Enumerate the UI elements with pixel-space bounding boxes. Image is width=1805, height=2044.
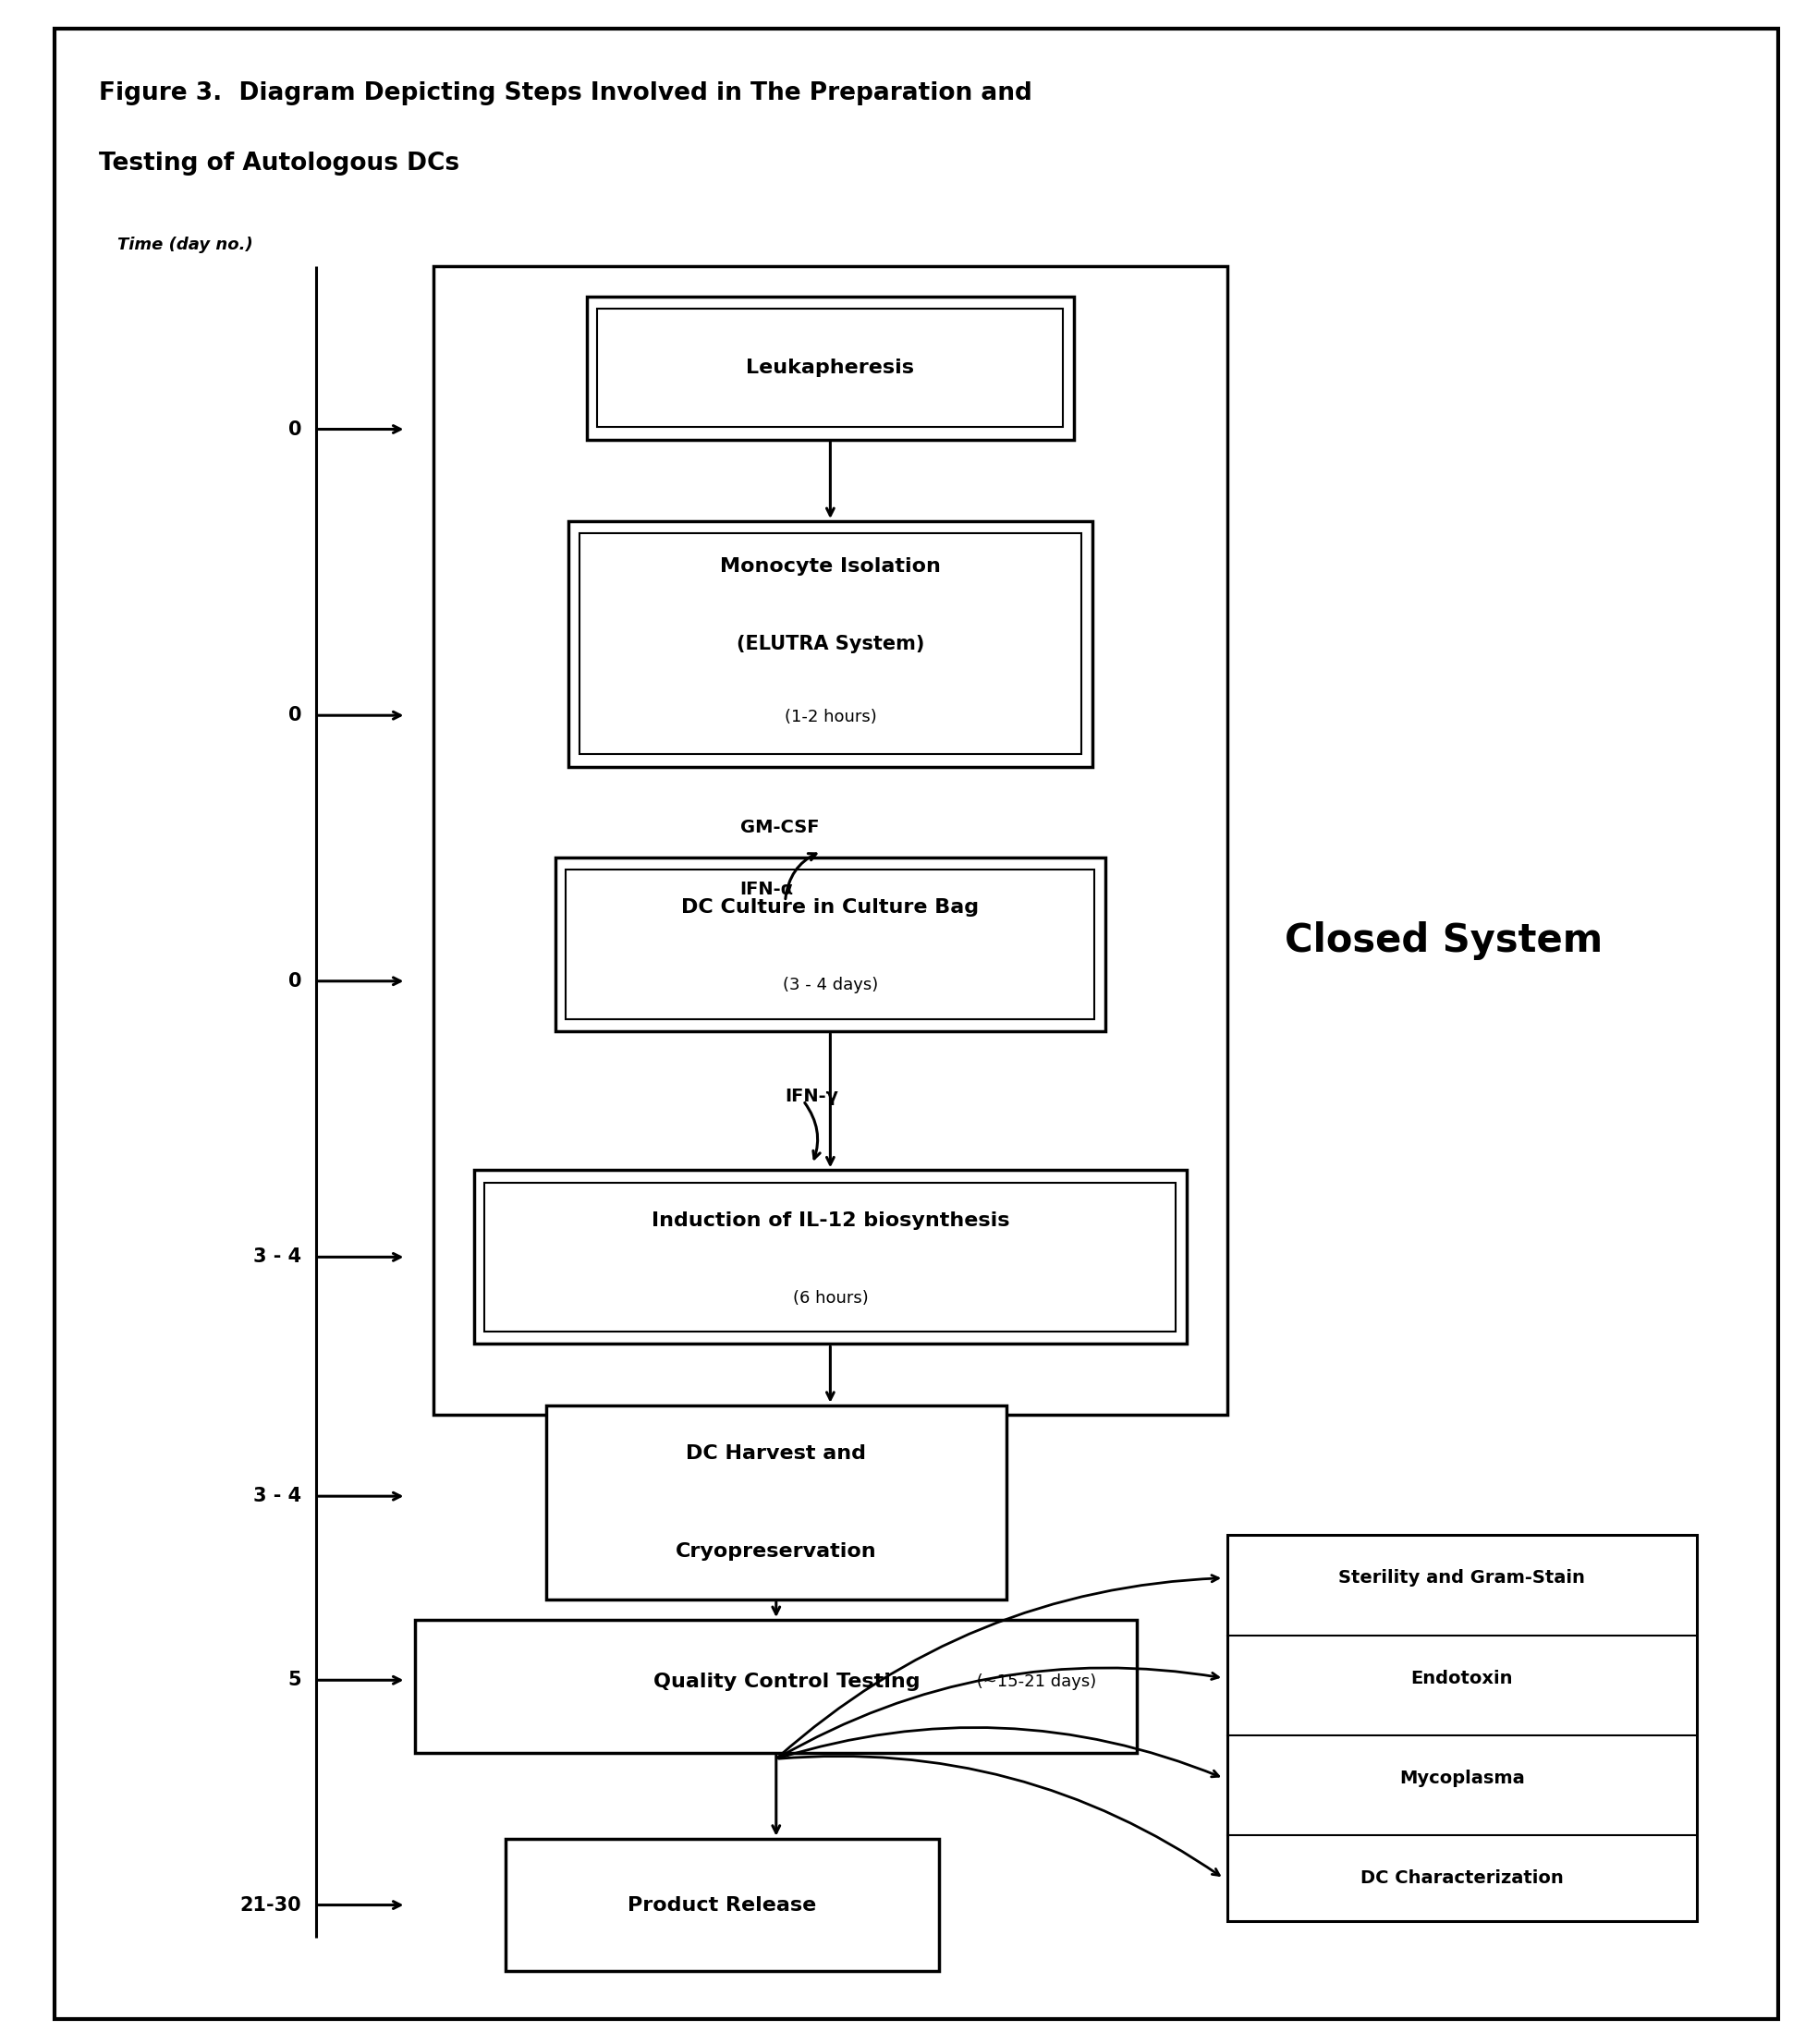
Text: Closed System: Closed System (1285, 922, 1603, 959)
Text: DC Harvest and: DC Harvest and (686, 1443, 866, 1464)
Text: (~15-21 days): (~15-21 days) (971, 1674, 1096, 1690)
Text: Mycoplasma: Mycoplasma (1399, 1770, 1525, 1786)
FancyArrowPatch shape (778, 1727, 1218, 1776)
Text: 3 - 4: 3 - 4 (253, 1247, 301, 1267)
Text: Cryopreservation: Cryopreservation (675, 1541, 877, 1562)
FancyBboxPatch shape (587, 296, 1074, 439)
FancyBboxPatch shape (473, 1169, 1188, 1345)
Text: Figure 3.  Diagram Depicting Steps Involved in The Preparation and: Figure 3. Diagram Depicting Steps Involv… (99, 82, 1032, 106)
FancyBboxPatch shape (556, 858, 1105, 1030)
Text: IFN-γ: IFN-γ (785, 1087, 839, 1106)
Text: Product Release: Product Release (628, 1895, 816, 1915)
Text: Quality Control Testing: Quality Control Testing (653, 1672, 921, 1692)
Text: DC Culture in Culture Bag: DC Culture in Culture Bag (682, 897, 978, 918)
Text: (ELUTRA System): (ELUTRA System) (736, 634, 924, 654)
Text: GM-CSF: GM-CSF (740, 820, 819, 836)
FancyBboxPatch shape (569, 521, 1092, 766)
FancyArrowPatch shape (785, 854, 816, 899)
Text: 21-30: 21-30 (240, 1895, 301, 1915)
FancyBboxPatch shape (579, 533, 1081, 754)
Text: Time (day no.): Time (day no.) (117, 237, 253, 253)
Text: 3 - 4: 3 - 4 (253, 1486, 301, 1506)
Text: Monocyte Isolation: Monocyte Isolation (720, 556, 940, 576)
Text: 0: 0 (289, 419, 301, 439)
FancyBboxPatch shape (505, 1840, 939, 1970)
FancyBboxPatch shape (415, 1619, 1137, 1754)
FancyBboxPatch shape (54, 29, 1778, 2019)
FancyBboxPatch shape (597, 309, 1063, 427)
FancyBboxPatch shape (567, 871, 1094, 1018)
Text: (6 hours): (6 hours) (792, 1290, 868, 1306)
FancyArrowPatch shape (805, 1104, 819, 1159)
Text: (3 - 4 days): (3 - 4 days) (783, 977, 877, 993)
Text: (1-2 hours): (1-2 hours) (783, 709, 877, 726)
FancyBboxPatch shape (484, 1181, 1177, 1333)
FancyArrowPatch shape (778, 1668, 1218, 1758)
Text: IFN-α: IFN-α (740, 881, 794, 897)
Text: DC Characterization: DC Characterization (1361, 1870, 1563, 1887)
Text: 5: 5 (289, 1670, 301, 1690)
FancyBboxPatch shape (545, 1406, 1007, 1598)
Text: Endotoxin: Endotoxin (1412, 1670, 1513, 1686)
Text: Sterility and Gram-Stain: Sterility and Gram-Stain (1339, 1570, 1585, 1586)
FancyBboxPatch shape (433, 266, 1227, 1414)
Text: Leukapheresis: Leukapheresis (745, 358, 915, 378)
FancyBboxPatch shape (1227, 1535, 1697, 1921)
Text: 0: 0 (289, 705, 301, 726)
FancyArrowPatch shape (778, 1576, 1218, 1758)
Text: Induction of IL-12 biosynthesis: Induction of IL-12 biosynthesis (652, 1210, 1009, 1230)
Text: Testing of Autologous DCs: Testing of Autologous DCs (99, 151, 460, 176)
FancyArrowPatch shape (778, 1756, 1220, 1874)
Text: 0: 0 (289, 971, 301, 991)
